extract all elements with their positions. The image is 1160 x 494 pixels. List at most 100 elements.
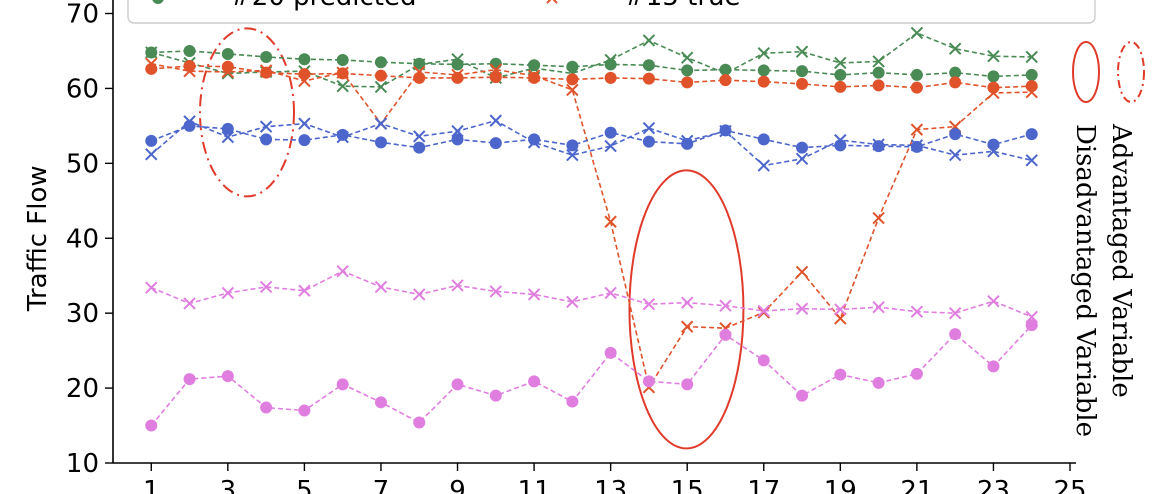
data-point <box>872 140 885 153</box>
disadvantaged-variable-label: Disadvantaged Variable <box>1070 124 1100 437</box>
data-point <box>489 389 502 402</box>
data-point <box>872 55 885 68</box>
data-point <box>642 375 655 388</box>
data-point <box>910 305 924 318</box>
data-point <box>1025 68 1038 81</box>
data-point <box>642 135 655 148</box>
data-point <box>872 376 885 389</box>
data-point <box>221 47 234 60</box>
data-point <box>757 159 770 172</box>
data-point <box>183 44 196 57</box>
data-point <box>221 370 234 383</box>
data-point <box>834 133 847 147</box>
x-tick-label: 15 <box>671 476 704 494</box>
data-point <box>451 133 464 146</box>
data-point <box>260 66 273 79</box>
data-point <box>757 75 770 88</box>
legend-marker <box>546 0 558 4</box>
data-point <box>1025 319 1038 332</box>
y-tick-label: 30 <box>66 299 99 329</box>
legend-label: #15 true <box>624 0 741 12</box>
data-point <box>527 288 541 301</box>
data-point <box>413 130 426 143</box>
series-line <box>151 65 1032 89</box>
data-point <box>642 121 656 135</box>
data-point <box>374 136 387 149</box>
data-point <box>795 152 809 166</box>
data-point <box>298 68 311 81</box>
series-6 <box>145 265 1038 324</box>
data-point <box>566 395 579 408</box>
series-line <box>150 324 1033 427</box>
data-point <box>642 72 655 85</box>
data-point <box>757 64 770 77</box>
data-point <box>872 211 885 225</box>
data-point <box>910 367 923 380</box>
data-point <box>298 134 311 147</box>
data-point <box>183 373 196 386</box>
data-point <box>872 300 885 314</box>
data-point <box>451 378 464 391</box>
data-point <box>681 64 694 77</box>
data-point <box>910 81 923 94</box>
data-point <box>796 65 809 78</box>
data-point <box>489 57 502 70</box>
data-point <box>910 68 923 81</box>
data-point <box>680 320 694 333</box>
x-tick-label: 5 <box>296 476 313 494</box>
legend-marker <box>152 0 164 4</box>
data-point <box>374 117 388 130</box>
data-point <box>336 128 349 141</box>
series-7 <box>145 319 1038 432</box>
data-point <box>834 312 847 325</box>
series-line <box>150 119 1032 167</box>
data-point <box>260 401 273 414</box>
data-point <box>642 59 655 72</box>
data-point <box>145 57 158 70</box>
data-point <box>949 128 962 141</box>
series-0 <box>145 44 1038 83</box>
series-5 <box>145 114 1038 172</box>
x-tick-label: 3 <box>220 476 237 494</box>
data-point <box>987 49 1000 63</box>
data-point <box>757 133 770 146</box>
x-tick-label: 19 <box>824 476 857 494</box>
data-point <box>336 79 349 93</box>
data-point <box>604 126 617 139</box>
data-point <box>910 26 924 40</box>
data-point <box>298 404 311 417</box>
data-point <box>528 133 541 146</box>
data-point <box>642 34 656 47</box>
data-point <box>948 148 962 162</box>
data-point <box>489 63 503 76</box>
data-point <box>680 51 694 64</box>
data-point <box>298 284 311 297</box>
data-point <box>298 53 311 66</box>
data-point <box>795 45 809 58</box>
data-point <box>681 378 694 391</box>
x-tick-label: 23 <box>977 476 1010 494</box>
data-point <box>183 119 196 132</box>
advantaged-ellipse <box>198 27 295 198</box>
data-point <box>1025 85 1038 99</box>
data-point <box>566 139 579 152</box>
x-tick-label: 25 <box>1053 476 1086 494</box>
advantaged-legend-ellipse <box>1117 41 1145 103</box>
data-point <box>872 79 885 92</box>
data-point <box>948 42 962 55</box>
data-point <box>834 56 847 70</box>
data-point <box>872 66 885 79</box>
data-point <box>145 148 158 161</box>
series-line <box>151 50 1032 78</box>
data-point <box>336 130 349 144</box>
data-point <box>183 64 196 78</box>
data-point <box>796 389 809 402</box>
data-point <box>145 134 158 147</box>
data-point <box>259 280 273 294</box>
data-point <box>604 71 617 84</box>
data-point <box>796 77 809 90</box>
data-point <box>413 141 426 154</box>
data-point <box>719 124 732 138</box>
